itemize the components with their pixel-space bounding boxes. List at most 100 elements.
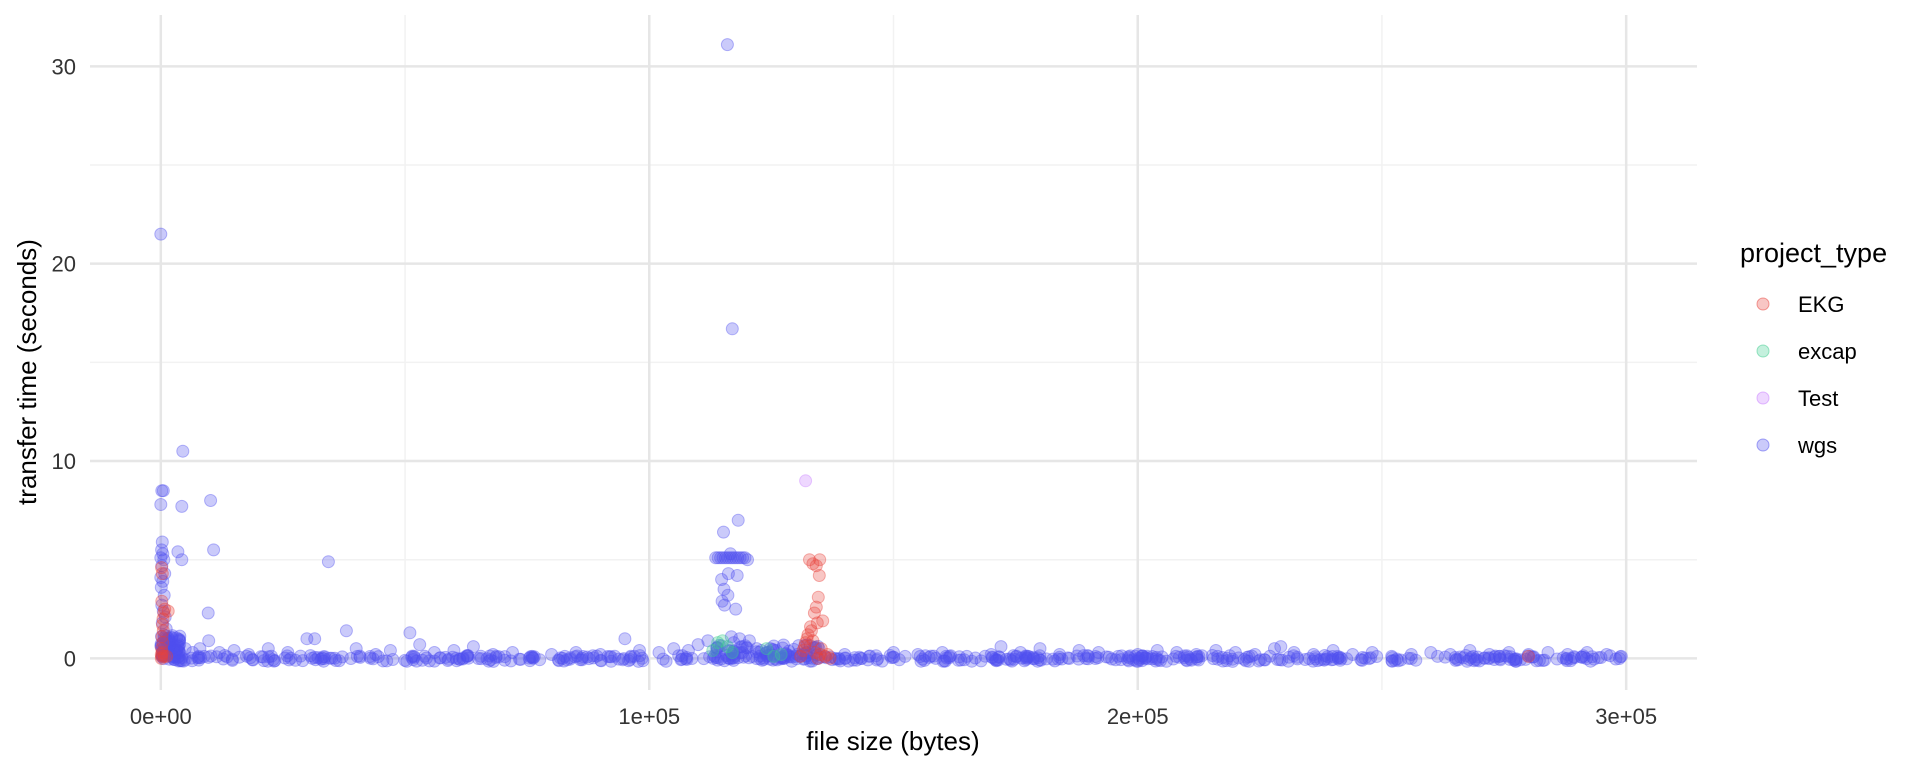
point-wgs <box>1456 651 1470 665</box>
point-wgs <box>332 654 346 668</box>
point-wgs <box>155 543 169 557</box>
point-wgs <box>1509 654 1523 668</box>
point-wgs <box>863 649 877 663</box>
point-wgs <box>805 651 819 665</box>
point-wgs <box>308 632 322 646</box>
point-wgs <box>1031 651 1045 665</box>
point-wgs <box>157 588 171 602</box>
point-ekg <box>813 553 827 567</box>
point-wgs <box>471 652 485 665</box>
point-wgs <box>1026 652 1040 665</box>
point-wgs <box>1089 650 1103 663</box>
point-wgs <box>265 649 278 663</box>
point-wgs <box>156 604 170 618</box>
point-wgs <box>989 653 1003 667</box>
point-wgs <box>207 543 221 557</box>
point-wgs <box>173 633 187 647</box>
point-wgs <box>506 646 519 659</box>
point-wgs <box>1027 652 1041 666</box>
point-ekg <box>155 642 169 656</box>
point-wgs <box>254 650 268 664</box>
legend-title: project_type <box>1740 238 1887 268</box>
point-wgs <box>1166 652 1180 666</box>
point-wgs <box>1524 650 1538 664</box>
point-wgs <box>855 652 869 665</box>
point-wgs <box>155 649 169 663</box>
point-wgs <box>212 646 226 659</box>
point-wgs <box>314 652 328 666</box>
point-wgs <box>1527 650 1541 664</box>
point-wgs <box>1226 652 1239 666</box>
point-wgs <box>1135 649 1149 663</box>
point-wgs <box>1033 653 1047 667</box>
point-wgs <box>1585 650 1599 664</box>
point-wgs <box>1575 650 1589 664</box>
point-wgs <box>318 650 332 664</box>
point-wgs <box>838 651 852 665</box>
point-wgs <box>407 649 421 663</box>
point-wgs <box>1488 649 1502 663</box>
point-wgs <box>1311 654 1325 668</box>
point-wgs <box>1091 651 1105 665</box>
point-wgs <box>762 645 776 659</box>
point-wgs <box>194 651 208 665</box>
point-wgs <box>1613 650 1627 664</box>
point-wgs <box>767 649 781 663</box>
point-wgs <box>1135 654 1149 668</box>
legend-label: Test <box>1798 386 1838 411</box>
point-wgs <box>447 644 461 657</box>
point-wgs <box>242 648 256 661</box>
point-ekg <box>823 651 837 665</box>
point-wgs <box>227 644 241 657</box>
point-wgs <box>938 654 952 668</box>
point-wgs <box>456 652 470 666</box>
point-wgs <box>156 484 170 498</box>
point-wgs <box>801 651 815 665</box>
point-wgs <box>218 649 232 662</box>
point-wgs <box>427 654 441 668</box>
point-wgs <box>710 641 724 655</box>
point-wgs <box>1509 653 1523 666</box>
point-wgs <box>724 630 738 644</box>
point-wgs <box>407 650 421 664</box>
point-wgs <box>167 650 181 664</box>
point-wgs <box>633 649 647 663</box>
point-wgs <box>158 567 172 581</box>
point-wgs <box>156 643 169 657</box>
point-wgs <box>1561 648 1575 661</box>
point-wgs <box>757 652 771 666</box>
point-wgs <box>413 638 427 652</box>
point-wgs <box>861 653 875 667</box>
point-wgs <box>1519 652 1533 666</box>
point-wgs <box>777 651 791 665</box>
point-wgs <box>992 650 1006 664</box>
point-wgs <box>552 653 565 667</box>
point-wgs <box>624 650 638 664</box>
point-wgs <box>456 651 470 665</box>
point-wgs <box>914 654 928 668</box>
point-wgs <box>789 649 803 663</box>
point-wgs <box>604 650 618 664</box>
point-ekg <box>155 594 169 608</box>
point-wgs <box>1443 648 1457 661</box>
point-wgs <box>154 551 168 565</box>
point-wgs <box>170 643 184 657</box>
point-wgs <box>453 652 467 666</box>
point-wgs <box>974 654 988 668</box>
point-wgs <box>1046 652 1060 666</box>
point-wgs <box>1039 652 1053 666</box>
point-wgs <box>722 644 736 658</box>
point-wgs <box>1318 649 1332 662</box>
point-wgs <box>466 640 480 654</box>
point-wgs <box>942 651 956 665</box>
point-wgs <box>1242 654 1256 668</box>
point-wgs <box>1306 654 1320 668</box>
point-wgs <box>1331 652 1345 665</box>
point-wgs <box>163 639 176 653</box>
point-wgs <box>838 648 852 661</box>
point-wgs <box>667 642 681 656</box>
point-ekg <box>160 649 174 663</box>
point-wgs <box>201 650 215 664</box>
point-wgs <box>792 639 806 653</box>
point-wgs <box>165 649 179 663</box>
